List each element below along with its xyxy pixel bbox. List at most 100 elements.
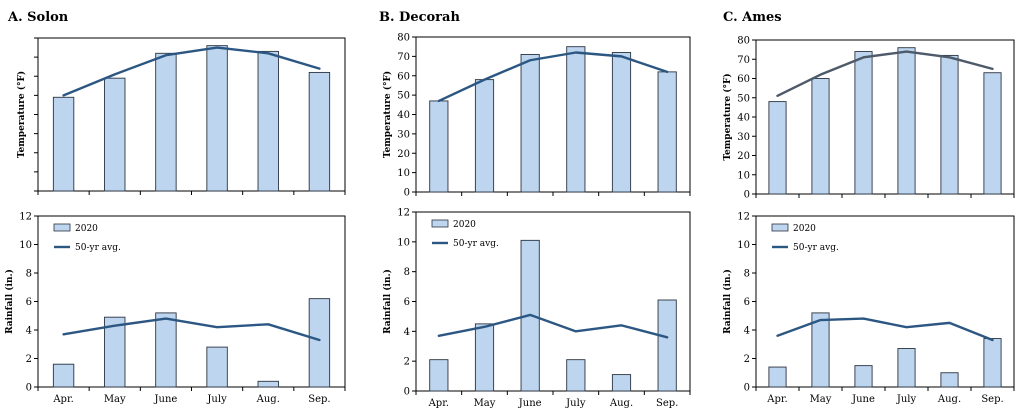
legend-line-label: 50-yr avg. [75, 243, 121, 253]
bar-2020 [611, 374, 632, 392]
y-tick-label: 60 [737, 74, 750, 85]
bar-2020 [104, 316, 126, 388]
y-tick-label: 10 [397, 237, 410, 248]
bar-2020 [429, 100, 449, 193]
y-tick-label: 10 [397, 168, 410, 179]
x-tick-label: June [851, 394, 875, 405]
y-tick-label: 40 [737, 113, 750, 124]
y-tick-label: 4 [404, 327, 410, 338]
x-tick-label: Apr. [428, 398, 449, 409]
x-tick-label: June [154, 394, 178, 405]
x-tick-label: May [474, 398, 496, 409]
bar-2020 [206, 45, 228, 192]
y-tick-label: 30 [737, 132, 750, 143]
y-tick-label: 0 [744, 190, 750, 201]
y-axis-label: Rainfall (in.) [382, 269, 393, 334]
y-axis-label: Temperature (°F) [722, 73, 733, 160]
y-tick-label: 8 [26, 269, 32, 280]
y-tick-label: 70 [737, 55, 750, 66]
bar-2020 [768, 101, 787, 195]
y-tick-label: 6 [26, 297, 32, 308]
bar-2020 [257, 380, 279, 388]
y-tick-label: 4 [744, 326, 750, 337]
y-tick-label: 4 [26, 326, 32, 337]
x-tick-label: July [565, 398, 586, 409]
x-tick-label: Sep. [308, 394, 330, 405]
x-tick-label: May [810, 394, 832, 405]
plot-frame [37, 215, 346, 388]
panel-title-decorah: B. Decorah [379, 10, 460, 25]
y-tick-label: 80 [737, 36, 750, 47]
bar-2020 [308, 71, 331, 192]
panel-decorah: B. Decorah 01020304050607080Temperature … [379, 10, 691, 409]
y-tick-label: 12 [737, 212, 750, 223]
x-tick-label: Aug. [256, 394, 280, 405]
y-axis-label: Temperature (°F) [16, 71, 27, 158]
bar-2020 [940, 372, 959, 388]
bar-2020 [983, 72, 1002, 195]
ames-temperature-chart: 0 10 20 30 40 50 60 70 80 Temperature (°F) [722, 36, 1015, 201]
legend-line-label: 50-yr avg. [793, 243, 839, 253]
line-50yr-avg [437, 313, 669, 339]
panel-title-solon: A. Solon [7, 10, 69, 25]
y-tick-label: 50 [737, 93, 750, 104]
y-axis-label: Rainfall (in.) [722, 269, 733, 334]
y-tick-label: 12 [19, 212, 32, 223]
y-tick-label: 10 [19, 240, 32, 251]
y-axis-label: Temperature (°F) [382, 71, 393, 158]
line-50yr-avg [776, 50, 994, 98]
bar-2020 [983, 338, 1002, 388]
bar-2020 [768, 366, 787, 388]
legend-line-label: 50-yr avg. [453, 239, 499, 249]
y-tick-label: 0 [26, 383, 32, 394]
bar-2020 [257, 50, 279, 192]
y-axis-label: Rainfall (in.) [4, 269, 15, 334]
panel-title-ames: C. Ames [723, 10, 782, 25]
bar-2020 [474, 79, 495, 193]
plot-frame [415, 36, 691, 193]
y-tick-label: 20 [397, 149, 410, 160]
line-50yr-avg [62, 46, 321, 97]
bar-2020 [897, 348, 916, 388]
y-tick-label: 6 [404, 297, 410, 308]
y-tick-label: 20 [737, 151, 750, 162]
bar-2020 [155, 312, 177, 388]
legend-bar-label: 2020 [75, 224, 98, 234]
y-tick-label: 50 [397, 91, 410, 102]
line-50yr-avg [437, 51, 669, 103]
bar-2020 [520, 53, 540, 193]
y-tick-label: 8 [404, 267, 410, 278]
x-tick-label: Apr. [766, 394, 787, 405]
y-tick-label: 60 [397, 71, 410, 82]
y-tick-label: 6 [744, 297, 750, 308]
y-tick-label: 2 [26, 354, 32, 365]
x-tick-label: July [206, 394, 227, 405]
bar-2020 [308, 298, 331, 388]
bar-2020 [429, 359, 449, 392]
legend-bar-swatch [431, 219, 449, 228]
decorah-rainfall-chart: 0 2 4 6 8 10 12 Apr. May June July Aug. Sep. Rainfall… [382, 208, 691, 409]
y-tick-label: 30 [397, 129, 410, 140]
bar-2020 [566, 46, 586, 193]
bar-2020 [52, 96, 75, 192]
plot-frame [755, 215, 1015, 388]
bar-2020 [566, 359, 586, 392]
bar-2020 [940, 54, 959, 195]
x-tick-label: Sep. [656, 398, 678, 409]
y-tick-label: 80 [397, 33, 410, 44]
bar-2020 [611, 52, 632, 193]
bar-2020 [155, 52, 177, 192]
legend-bar-label: 2020 [793, 224, 816, 234]
ames-rainfall-chart: 0 2 4 6 8 10 12 Apr. May June July Aug. Sep. Rainfall… [722, 212, 1015, 405]
solon-temperature-chart: Temperature (°F) [16, 37, 346, 195]
legend-bar-swatch [771, 223, 789, 232]
bar-2020 [474, 323, 495, 392]
solon-rainfall-chart: 0 2 4 6 8 10 12 Apr. May June July Aug. Sep. Rainfall… [4, 212, 346, 405]
panel-solon: A. Solon Temperature (°F) 0 2 4 6 8 10 12 Apr. M… [4, 10, 346, 405]
y-tick-label: 12 [397, 208, 410, 219]
x-tick-label: Aug. [937, 394, 961, 405]
x-tick-label: May [104, 394, 126, 405]
x-tick-label: Aug. [609, 398, 633, 409]
